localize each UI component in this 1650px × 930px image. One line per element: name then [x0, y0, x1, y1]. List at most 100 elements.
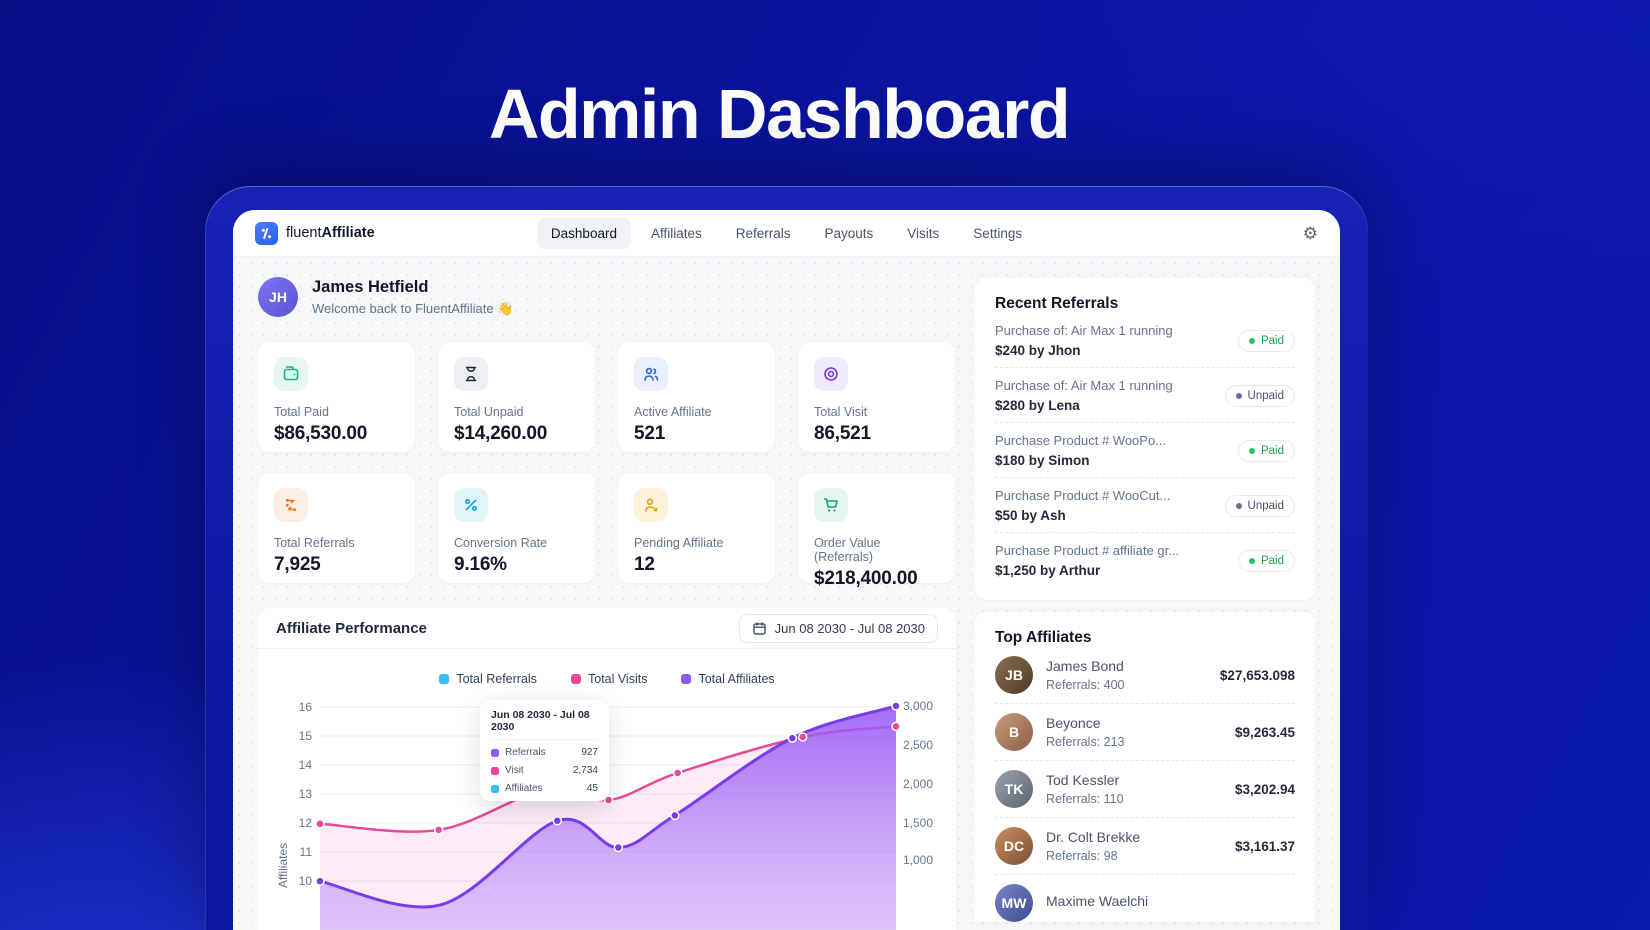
y-tick: 13 — [298, 787, 312, 801]
date-range-picker[interactable]: Jun 08 2030 - Jul 08 2030 — [738, 613, 938, 643]
top-affiliates-title: Top Affiliates — [995, 629, 1092, 646]
nav-item-visits[interactable]: Visits — [907, 225, 940, 241]
nav-item-settings[interactable]: Settings — [973, 225, 1023, 241]
stat-value: $14,260.00 — [454, 423, 548, 444]
top-affiliates-card: Top Affiliates JB James Bond Referrals: … — [975, 612, 1315, 922]
cart-icon — [814, 488, 848, 522]
calendar-icon — [752, 621, 766, 635]
tooltip-chip — [491, 748, 499, 757]
stat-card-pending-affiliate: Pending Affiliate 12 — [618, 473, 775, 583]
avatar: B — [995, 713, 1033, 751]
tooltip-chip — [491, 766, 499, 775]
right-tick: 2,500 — [903, 738, 934, 752]
legend-total-referrals[interactable]: Total Referrals — [439, 672, 537, 686]
y-tick: 16 — [298, 700, 312, 714]
affiliate-row: TK Tod Kessler Referrals: 110 $3,202.94 — [995, 761, 1295, 818]
y-tick: 15 — [298, 729, 312, 743]
status-badge: Paid — [1237, 329, 1295, 352]
dashboard-window: fluentAffiliate Dashboard Affiliates Ref… — [233, 210, 1340, 930]
performance-chart-svg — [315, 701, 901, 930]
page-title: Admin Dashboard — [488, 75, 1071, 153]
brand-logo-icon — [255, 221, 278, 245]
hero-title-wrap: Admin Dashboard — [0, 74, 1558, 154]
legend-total-visits[interactable]: Total Visits — [570, 672, 647, 686]
user-pending-icon — [634, 488, 668, 522]
avatar: JB — [995, 656, 1033, 694]
target-icon — [814, 357, 848, 391]
greeting-block: JH James Hetfield Welcome back to Fluent… — [258, 277, 513, 317]
nav-item-affiliates[interactable]: Affiliates — [650, 225, 702, 241]
tooltip-row-affiliates: Affiliates 45 — [491, 783, 598, 794]
referral-item: Purchase Product # WooPo... $180 by Simo… — [995, 423, 1295, 478]
stat-value: 86,521 — [814, 423, 871, 444]
stat-label: Total Paid — [274, 405, 329, 419]
status-badge: Unpaid — [1224, 494, 1295, 517]
users-icon — [634, 357, 668, 391]
legend-chip-referrals — [439, 674, 450, 684]
referral-item: Purchase of: Air Max 1 running $280 by L… — [995, 368, 1295, 423]
stat-card-total-referrals: Total Referrals 7,925 — [258, 473, 415, 583]
stats-grid: Total Paid $86,530.00 Total Unpaid $14,2… — [258, 342, 958, 589]
right-tick: 3,000 — [903, 699, 934, 713]
stat-value: 521 — [634, 423, 666, 444]
brand-name: fluentAffiliate — [286, 225, 375, 241]
affiliate-row: DC Dr. Colt Brekke Referrals: 98 $3,161.… — [995, 818, 1295, 875]
stat-label: Total Visit — [814, 405, 868, 419]
chart-header: Affiliate Performance Jun 08 2030 - Jul … — [258, 608, 956, 649]
right-tick: 1,500 — [903, 816, 934, 830]
nav-item-dashboard[interactable]: Dashboard — [536, 217, 631, 249]
stat-value: 12 — [634, 554, 655, 575]
status-badge: Paid — [1237, 549, 1295, 572]
stat-label: Total Unpaid — [454, 405, 524, 419]
affiliate-performance-card: Affiliate Performance Jun 08 2030 - Jul … — [258, 608, 956, 930]
stat-label: Active Affiliate — [634, 405, 712, 419]
affiliate-row: MW Maxime Waelchi — [995, 875, 1295, 930]
stat-value: 7,925 — [274, 554, 321, 575]
avatar: DC — [995, 827, 1033, 865]
tooltip-title: Jun 08 2030 - Jul 08 2030 — [491, 709, 598, 740]
nav-item-referrals[interactable]: Referrals — [735, 225, 791, 241]
main-nav: Dashboard Affiliates Referrals Payouts V… — [536, 217, 1036, 249]
avatar: MW — [995, 884, 1033, 922]
welcome-message: Welcome back to FluentAffiliate 👋 — [312, 300, 514, 316]
y-tick: 14 — [298, 758, 312, 772]
stat-value: 9.16% — [454, 554, 507, 575]
tooltip-row-visit: Visit 2,734 — [491, 765, 598, 776]
affiliate-row: JB James Bond Referrals: 400 $27,653.098 — [995, 647, 1295, 704]
avatar: TK — [995, 770, 1033, 808]
y-tick: 10 — [298, 874, 312, 888]
nav-item-payouts[interactable]: Payouts — [824, 225, 874, 241]
dashboard-body: JH James Hetfield Welcome back to Fluent… — [233, 257, 1340, 930]
stat-card-total-visit: Total Visit 86,521 — [798, 342, 955, 452]
referral-item: Purchase Product # WooCut... $50 by Ash … — [995, 478, 1295, 533]
chart-title: Affiliate Performance — [276, 619, 427, 637]
recent-referrals-card: Recent Referrals Purchase of: Air Max 1 … — [975, 278, 1315, 600]
top-nav-bar: fluentAffiliate Dashboard Affiliates Ref… — [233, 210, 1340, 257]
right-tick: 1,000 — [903, 853, 934, 867]
chart-tooltip: Jun 08 2030 - Jul 08 2030 Referrals 927 … — [480, 700, 609, 801]
user-name: James Hetfield — [312, 277, 429, 296]
stat-card-order-value: Order Value (Referrals) $218,400.00 — [798, 473, 955, 589]
legend-chip-visits — [570, 674, 581, 684]
hourglass-icon — [454, 357, 488, 391]
wallet-icon — [274, 357, 308, 391]
right-tick: 2,000 — [903, 777, 934, 791]
stat-value: $86,530.00 — [274, 423, 368, 444]
stat-label: Conversion Rate — [454, 536, 548, 550]
settings-gear-icon[interactable]: ⚙ — [1302, 223, 1318, 243]
user-avatar: JH — [258, 277, 298, 317]
date-range-label: Jun 08 2030 - Jul 08 2030 — [774, 620, 925, 636]
affiliate-row: B Beyonce Referrals: 213 $9,263.45 — [995, 704, 1295, 761]
stat-card-active-affiliate: Active Affiliate 521 — [618, 342, 775, 452]
status-badge: Paid — [1237, 439, 1295, 462]
referral-network-icon — [274, 488, 308, 522]
referral-item: Purchase Product # affiliate gr... $1,25… — [995, 533, 1295, 587]
tooltip-chip — [491, 784, 499, 793]
chart-legend: Total Referrals Total Visits Total Affil… — [258, 672, 956, 686]
stat-value: $218,400.00 — [814, 568, 918, 589]
stat-card-total-unpaid: Total Unpaid $14,260.00 — [438, 342, 595, 452]
tooltip-row-referrals: Referrals 927 — [491, 747, 598, 758]
legend-total-affiliates[interactable]: Total Affiliates — [681, 672, 775, 686]
stat-label: Total Referrals — [274, 536, 355, 550]
